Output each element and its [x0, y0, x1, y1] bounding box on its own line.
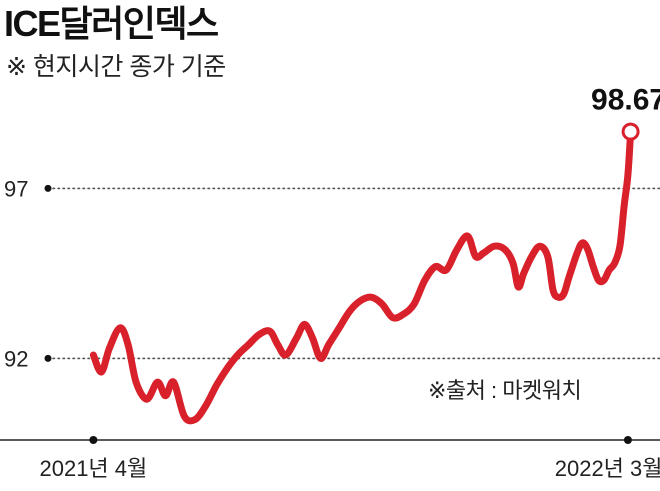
y-tick-dot	[44, 354, 52, 362]
y-tick-dot	[44, 184, 52, 192]
chart-subtitle: ※ 현지시간 종가 기준	[6, 53, 226, 81]
series-line	[89, 128, 635, 425]
series-layer	[89, 122, 640, 425]
peak-label: 98.67	[591, 84, 660, 117]
x-axis	[0, 436, 660, 444]
y-tick-label: 92	[4, 346, 28, 371]
label-layer: 92 97 2021년 4월 2022년 3월 4일 98.67	[4, 84, 660, 481]
chart-title: ICE달러인덱스	[4, 3, 219, 44]
y-tick-label: 97	[4, 176, 28, 201]
grid-layer	[44, 184, 660, 362]
x-tick-dot	[89, 436, 98, 444]
x-tick-label: 2021년 4월	[39, 456, 147, 481]
x-tick-dot	[623, 436, 632, 444]
peak-marker	[621, 122, 640, 141]
x-tick-label: 2022년 3월 4일	[555, 456, 660, 481]
source-note: ※출처 : 마켓워치	[428, 378, 582, 403]
